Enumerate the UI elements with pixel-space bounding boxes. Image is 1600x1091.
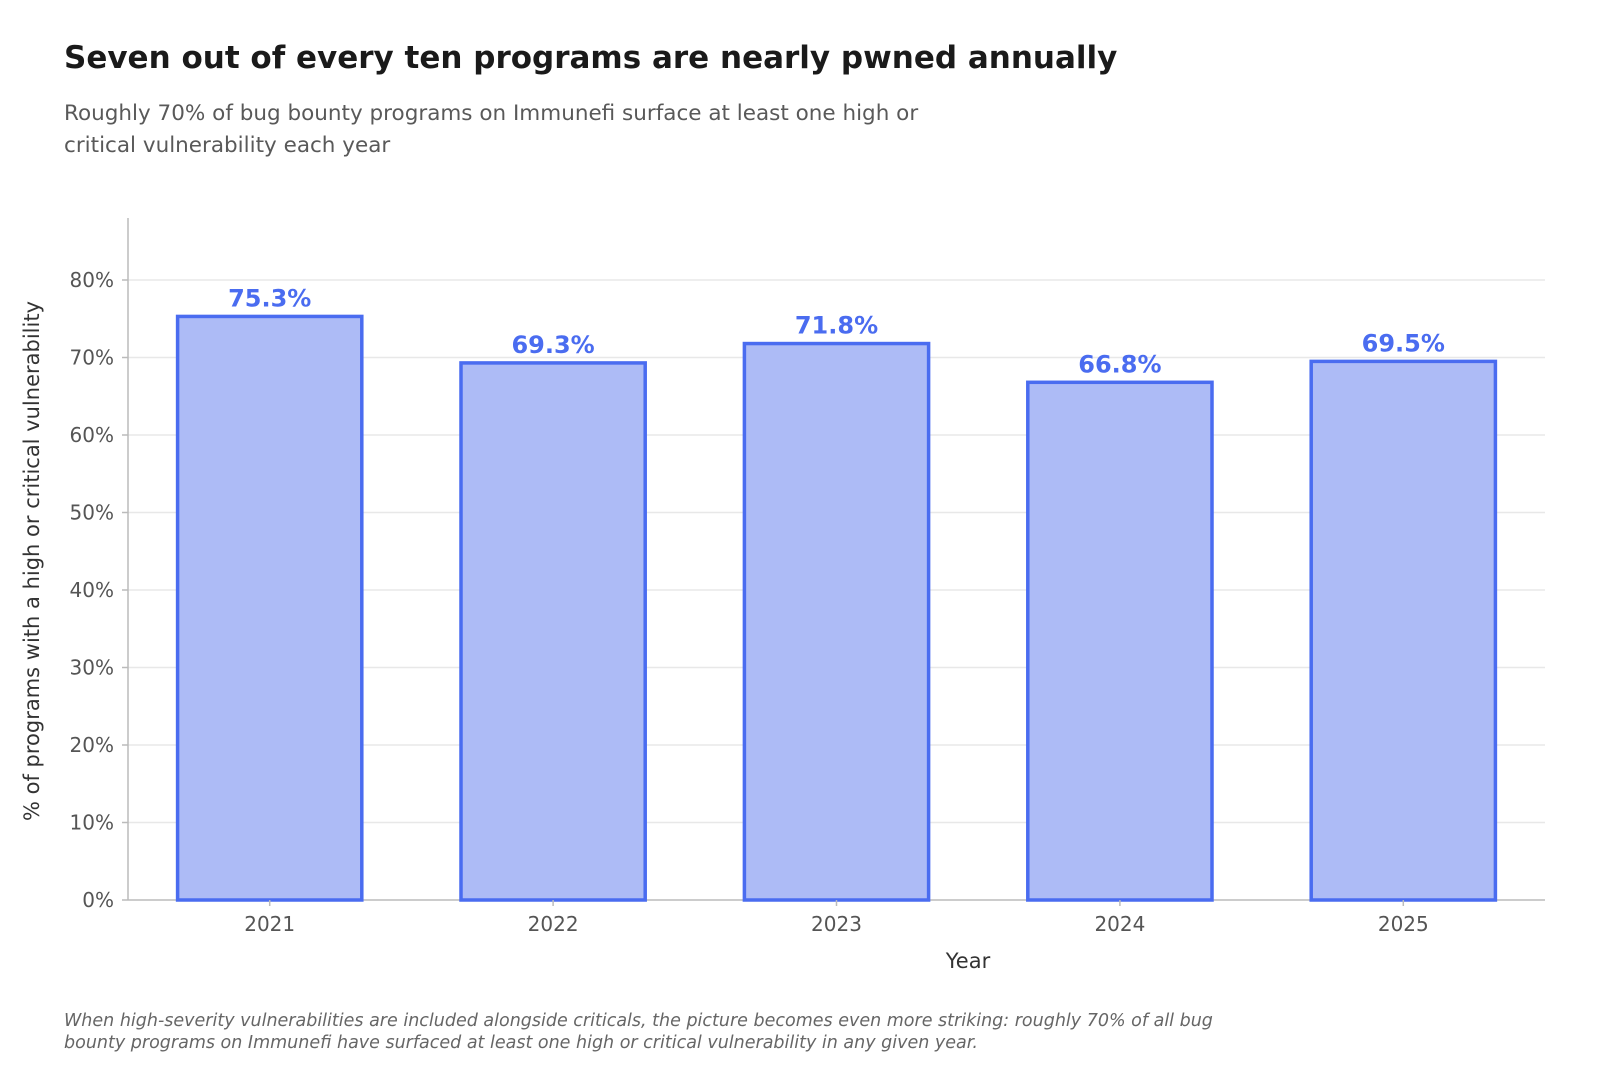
y-axis-label: % of programs with a high or critical vu… [20,301,44,821]
y-tick-label: 80% [70,268,114,292]
y-tick-label: 50% [70,501,114,525]
y-tick-label: 60% [70,423,114,447]
data-label-2021: 75.3% [228,284,311,312]
data-label-2024: 66.8% [1078,350,1161,378]
bar-2021 [175,314,364,902]
bar-2025 [1309,359,1498,902]
x-tick-label: 2024 [1094,912,1145,936]
x-axis-label: Year [945,949,991,973]
chart-subtitle: Roughly 70% of bug bounty programs on Im… [64,101,919,158]
x-tick-label: 2025 [1378,912,1429,936]
bar-2023 [742,341,931,902]
y-tick-label: 0% [82,888,114,912]
bar-2024 [1026,380,1214,902]
bar-chart: 0% 10% 20% 30% 40% 50% 60% 70% 80% 75.3% 2021 69.3%… [20,218,1545,973]
y-tick-label: 20% [70,733,114,757]
y-tick-label: 10% [70,811,114,835]
y-tick-label: 30% [70,656,114,680]
x-tick-label: 2022 [528,912,579,936]
data-label-2023: 71.8% [795,312,878,340]
data-label-2025: 69.5% [1362,329,1445,357]
data-label-2022: 69.3% [511,331,594,359]
x-tick-label: 2023 [811,912,862,936]
chart-footnote: When high-severity vulnerabilities are i… [64,1011,1213,1053]
x-tick-label: 2021 [244,912,295,936]
chart-title: Seven out of every ten programs are near… [64,40,1118,76]
y-tick-label: 70% [70,346,114,370]
y-tick-label: 40% [70,578,114,602]
bar-2022 [459,361,647,902]
